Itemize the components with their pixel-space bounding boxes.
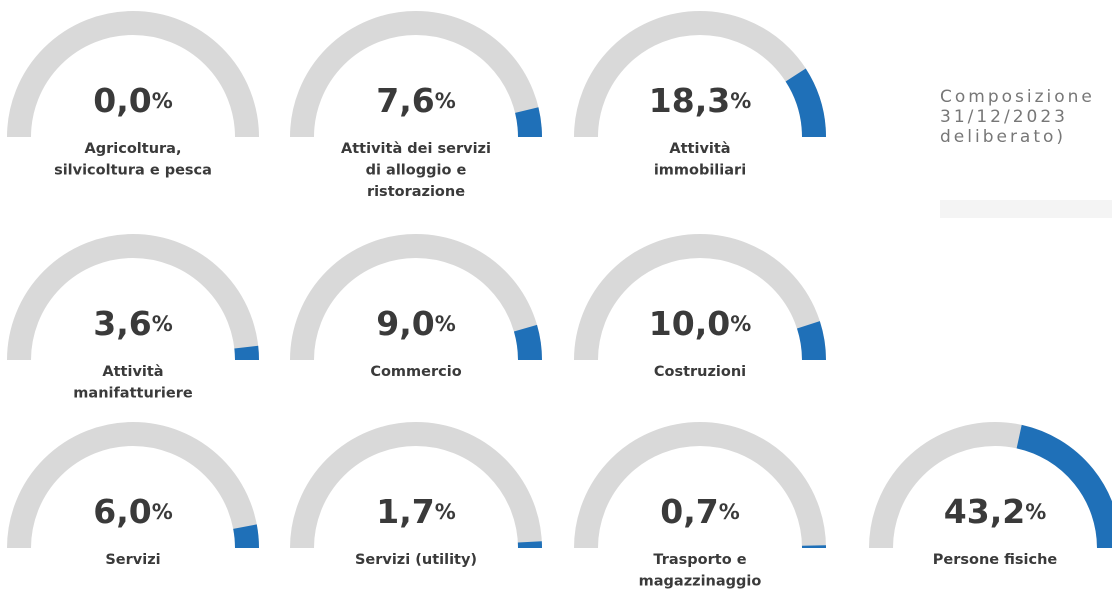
value-number: 18,3 [649, 81, 730, 120]
gauge-fill [796, 321, 826, 361]
gauge-label: magazzinaggio [639, 574, 762, 590]
gauge-track [7, 422, 259, 549]
value-unit: % [152, 89, 173, 113]
value-number: 0,7 [660, 492, 718, 531]
value-number: 9,0 [376, 304, 434, 343]
value-number: 1,7 [376, 492, 434, 531]
value-number: 0,0 [93, 81, 151, 120]
value-number: 10,0 [649, 304, 730, 343]
gauge-value: 0,0% [93, 81, 173, 120]
gauge-track [7, 11, 259, 138]
gauge-value: 6,0% [93, 492, 173, 531]
gauge-label: Servizi [105, 552, 160, 568]
value-unit: % [719, 500, 740, 524]
side-text: 31/12/2023 [940, 107, 1068, 127]
gauge-label: Commercio [370, 364, 461, 380]
gauge-track [290, 234, 542, 361]
gauge-track [7, 234, 259, 361]
gauge-value: 9,0% [376, 304, 456, 343]
gauge-label: Trasporto e [653, 552, 746, 568]
gauge-label: silvicoltura e pesca [54, 163, 212, 179]
value-number: 7,6 [376, 81, 434, 120]
side-text: Composizione [940, 87, 1095, 107]
gauge-value: 3,6% [93, 304, 173, 343]
gauge-label: Agricoltura, [85, 141, 182, 157]
gauge-fill [515, 107, 542, 138]
value-unit: % [1025, 500, 1046, 524]
gauge-label: Persone fisiche [933, 552, 1058, 568]
gauge-fill [234, 345, 259, 361]
gauge-track [574, 234, 826, 361]
gauge-track [290, 422, 542, 549]
gauge-value: 18,3% [649, 81, 751, 120]
value-unit: % [435, 89, 456, 113]
gauge-label: Servizi (utility) [355, 552, 477, 568]
value-unit: % [435, 500, 456, 524]
gauge-label: Attività dei servizi [341, 141, 491, 157]
gauge-fill [233, 524, 259, 549]
value-number: 3,6 [93, 304, 151, 343]
value-unit: % [152, 500, 173, 524]
value-unit: % [730, 312, 751, 336]
value-number: 43,2 [944, 492, 1025, 531]
gauge-fill [785, 68, 826, 138]
gauge-label: ristorazione [367, 184, 465, 200]
gauge-value: 10,0% [649, 304, 751, 343]
gauge-fill [1016, 424, 1112, 549]
value-unit: % [435, 312, 456, 336]
gauge-value: 0,7% [660, 492, 740, 531]
value-number: 6,0 [93, 492, 151, 531]
gauge-fill [513, 324, 542, 361]
value-unit: % [730, 89, 751, 113]
value-unit: % [152, 312, 173, 336]
gauge-label: immobiliari [654, 163, 746, 179]
gauge-track [290, 11, 542, 138]
gauge-label: Attività [102, 364, 163, 380]
gauge-label: Costruzioni [654, 364, 746, 380]
side-text: deliberato) [940, 127, 1066, 147]
gauge-label: Attività [669, 141, 730, 157]
side-bar [940, 200, 1112, 218]
gauge-value: 43,2% [944, 492, 1046, 531]
gauge-track [574, 422, 826, 549]
gauge-value: 1,7% [376, 492, 456, 531]
gauge-label: manifatturiere [73, 386, 193, 402]
gauge-value: 7,6% [376, 81, 456, 120]
gauge-label: di alloggio e [366, 163, 467, 179]
